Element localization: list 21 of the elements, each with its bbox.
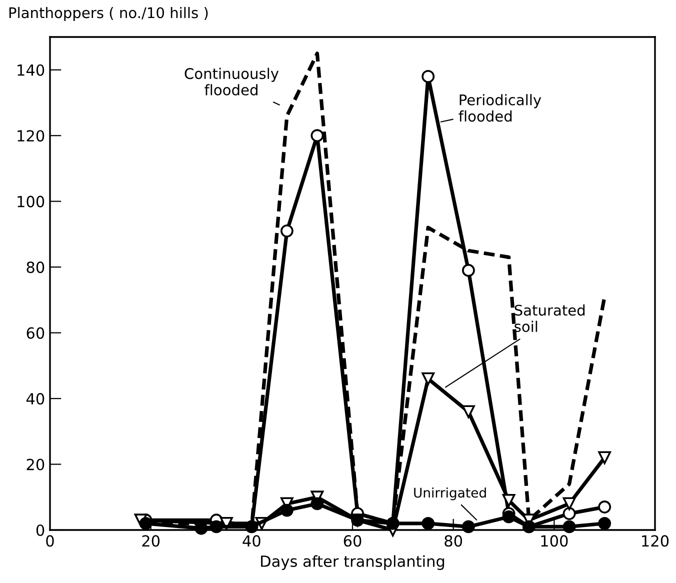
x-tick-label: 20 [142,535,160,547]
y-tick-label: 80 [26,262,44,274]
x-tick-label: 0 [46,535,54,547]
series-label: Periodically flooded [458,94,542,122]
text: Saturated soil [514,304,585,332]
y-tick-label: 40 [26,393,44,405]
y-axis-title: Planthoppers ( no./10 hills ) [9,6,208,22]
x-tick-label: 80 [444,535,462,547]
x-tick-label: 100 [541,535,568,547]
y-tick-label: 0 [36,524,44,536]
x-tick-label: 120 [642,535,669,547]
series-label: Unirrigated [414,487,486,500]
x-tick-label: 60 [344,535,362,547]
y-tick-label: 120 [18,130,44,142]
y-tick-label: 60 [26,327,44,339]
x-tick-label: 40 [242,535,260,547]
y-tick-label: 140 [18,64,44,76]
y-tick-label: 20 [26,458,44,470]
x-axis-title: Days after transplanting [261,555,444,570]
y-tick-label: 100 [18,196,44,208]
series-label: Continuously flooded [184,68,279,96]
